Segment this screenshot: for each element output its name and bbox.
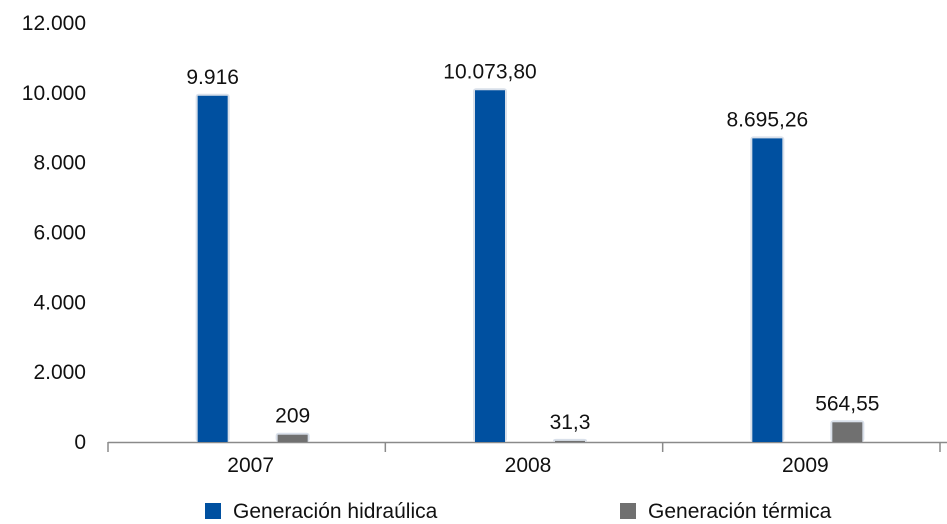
x-axis: 2007 2008 2009 <box>107 441 947 477</box>
legend-label: Generación térmica <box>648 500 832 523</box>
y-tick-label: 8.000 <box>33 152 86 175</box>
legend-label: Generación hidraúlica <box>233 500 438 523</box>
legend-swatch <box>620 503 636 519</box>
bar-termica-2008 <box>555 440 585 442</box>
bar-hidraulica-2009 <box>752 138 783 442</box>
y-tick-label: 6.000 <box>33 222 86 245</box>
y-tick-label: 0 <box>74 431 86 454</box>
legend: Generación hidraúlica Generación térmica <box>205 500 832 523</box>
bar-hidraulica-2008 <box>475 90 505 443</box>
bars <box>195 88 865 443</box>
data-label: 10.073,80 <box>443 60 536 83</box>
data-label: 8.695,26 <box>726 108 808 131</box>
legend-swatch <box>205 503 221 519</box>
bar-termica-2007 <box>277 434 308 442</box>
y-tick-label: 12.000 <box>22 12 86 35</box>
data-label: 9.916 <box>186 66 239 89</box>
y-axis: 0 2.000 4.000 6.000 8.000 10.000 12.000 <box>22 12 86 454</box>
y-tick-label: 4.000 <box>33 291 86 314</box>
y-tick-label: 10.000 <box>22 82 86 105</box>
bar-hidraulica-2007 <box>197 95 228 443</box>
x-category-label: 2009 <box>782 454 829 477</box>
y-tick-label: 2.000 <box>33 361 86 384</box>
x-category-label: 2007 <box>227 454 274 477</box>
bar-termica-2009 <box>832 422 863 442</box>
x-category-label: 2008 <box>505 454 552 477</box>
data-label: 209 <box>275 405 310 428</box>
data-labels: 9.916 10.073,80 8.695,26 209 31,3 564,55 <box>186 60 879 434</box>
data-label: 31,3 <box>550 411 591 434</box>
data-label: 564,55 <box>815 392 879 415</box>
